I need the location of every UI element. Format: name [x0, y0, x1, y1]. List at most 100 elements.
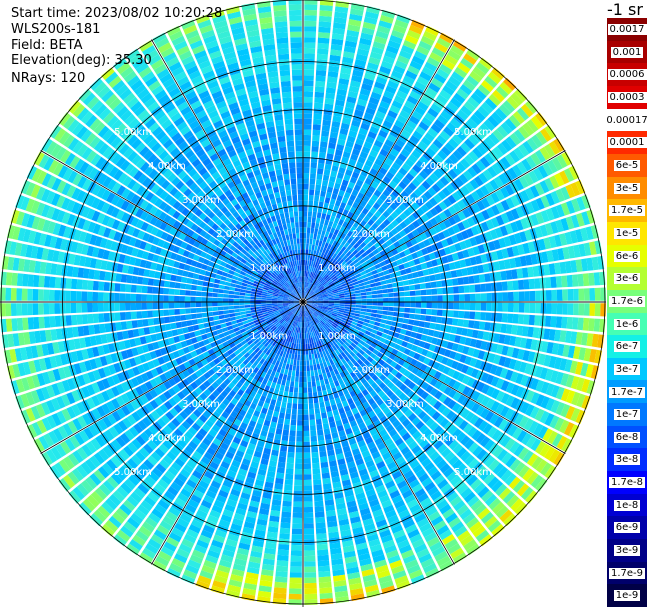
range-gate: [286, 402, 292, 409]
range-gate: [367, 172, 376, 181]
range-gate: [287, 397, 293, 404]
range-gate: [447, 310, 454, 318]
range-gate: [283, 489, 293, 496]
range-gate: [350, 153, 359, 161]
range-gate: [363, 264, 370, 271]
range-gate: [421, 296, 427, 302]
range-gate: [391, 70, 404, 80]
range-gate: [294, 474, 303, 480]
range-gate: [218, 314, 225, 320]
range-gate: [277, 549, 289, 556]
range-gate: [504, 153, 516, 166]
range-gate: [530, 213, 540, 226]
range-gate: [303, 414, 309, 421]
range-gate: [329, 215, 336, 222]
range-gate: [304, 26, 317, 32]
range-gate: [351, 189, 359, 197]
range-gate: [500, 270, 507, 281]
range-gate: [503, 77, 517, 91]
range-gate: [342, 56, 354, 64]
range-gate: [450, 97, 462, 109]
range-gate: [395, 138, 406, 148]
range-gate: [474, 235, 483, 245]
range-gate: [329, 282, 335, 287]
range-gate: [319, 146, 327, 153]
range-gate: [430, 281, 437, 288]
range-gate: [366, 241, 374, 248]
range-gate: [362, 277, 369, 282]
range-gate: [416, 250, 424, 258]
range-gate: [337, 250, 343, 257]
range-gate: [326, 225, 332, 233]
range-gate: [309, 233, 314, 239]
range-gate: [348, 262, 355, 268]
range-gate: [310, 173, 316, 179]
range-gate: [372, 202, 381, 210]
range-gate: [307, 271, 310, 277]
range-gate: [437, 302, 443, 309]
range-gate: [65, 315, 72, 326]
range-gate: [21, 303, 28, 316]
range-gate: [387, 134, 397, 143]
range-gate: [284, 479, 293, 486]
range-gate: [378, 214, 387, 222]
range-gate: [309, 184, 315, 190]
range-gate: [496, 143, 508, 155]
range-gate: [317, 162, 325, 170]
range-gate: [142, 319, 149, 327]
range-gate: [435, 179, 445, 190]
range-gate: [169, 316, 176, 323]
range-gate: [305, 249, 309, 255]
range-gate: [299, 360, 303, 366]
range-gate: [284, 385, 290, 392]
range-gate: [448, 75, 461, 87]
range-gate: [588, 272, 595, 286]
range-gate: [379, 14, 394, 24]
range-gate: [387, 40, 401, 50]
range-gate: [480, 302, 487, 311]
range-gate: [405, 70, 418, 80]
range-gate: [378, 129, 388, 139]
range-gate: [501, 281, 508, 291]
range-gate: [382, 289, 388, 294]
range-gate: [334, 303, 340, 306]
range-gate: [448, 216, 457, 226]
range-gate: [506, 96, 520, 110]
range-gate: [539, 146, 551, 161]
range-gate: [306, 238, 310, 244]
range-gate: [500, 323, 507, 334]
range-gate: [314, 280, 318, 286]
range-gate: [356, 48, 370, 57]
range-gate: [391, 189, 400, 198]
range-gate: [430, 158, 440, 168]
range-gate: [119, 302, 126, 311]
range-gate: [433, 194, 443, 204]
range-gate: [326, 153, 334, 160]
range-gate: [544, 177, 555, 191]
range-gate: [392, 124, 403, 134]
range-gate: [309, 178, 316, 185]
range-gate: [326, 289, 333, 293]
range-gate: [367, 154, 376, 163]
range-gate: [359, 285, 366, 290]
range-gate: [322, 292, 328, 296]
range-gate: [168, 309, 175, 316]
range-gate: [479, 123, 492, 135]
range-gate: [510, 208, 520, 220]
range-gate: [426, 162, 436, 172]
range-gate: [308, 200, 314, 207]
range-gate: [329, 54, 341, 62]
range-gate: [152, 310, 159, 318]
range-gate: [389, 202, 398, 211]
range-gate: [433, 224, 442, 233]
range-gate: [319, 264, 324, 271]
range-gate: [324, 197, 331, 204]
range-gate: [335, 242, 341, 249]
range-gate: [379, 275, 386, 281]
range-gate: [421, 66, 435, 77]
range-gate: [542, 162, 553, 176]
range-gate: [81, 314, 89, 325]
range-gate: [409, 60, 423, 71]
range-gate: [517, 279, 525, 290]
range-gate: [319, 401, 325, 408]
